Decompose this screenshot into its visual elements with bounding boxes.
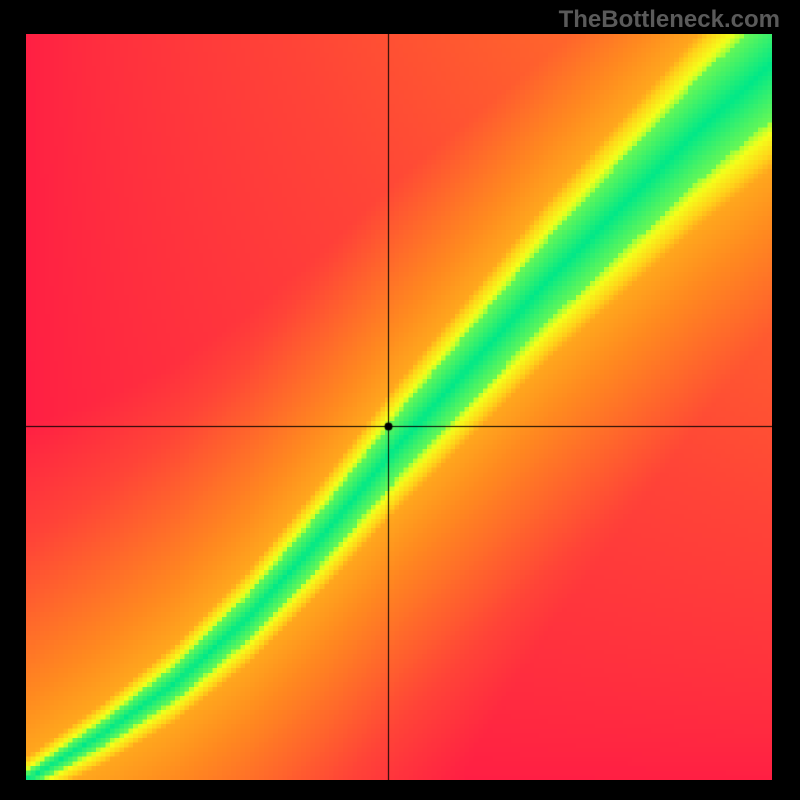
- watermark-text: TheBottleneck.com: [559, 6, 780, 34]
- chart-container: TheBottleneck.com: [0, 0, 800, 800]
- crosshair-overlay: [26, 34, 772, 780]
